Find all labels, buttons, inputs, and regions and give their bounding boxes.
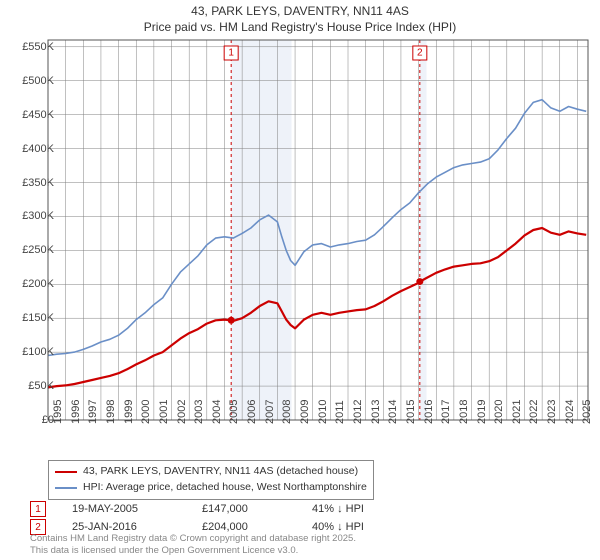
x-tick-label: 2001 <box>158 400 170 424</box>
legend-swatch-property <box>55 471 77 473</box>
y-tick-label: £450K <box>22 109 54 121</box>
title-subtitle: Price paid vs. HM Land Registry's House … <box>0 20 600 36</box>
y-tick-label: £550K <box>22 41 54 53</box>
x-tick-label: 2016 <box>423 400 435 424</box>
sale-date-2: 25-JAN-2016 <box>72 521 202 533</box>
chart-title: 43, PARK LEYS, DAVENTRY, NN11 4AS Price … <box>0 0 600 35</box>
svg-text:1: 1 <box>228 48 234 59</box>
y-tick-label: £250K <box>22 244 54 256</box>
x-tick-label: 1999 <box>123 400 135 424</box>
y-tick-label: £300K <box>22 210 54 222</box>
y-tick-label: £100K <box>22 346 54 358</box>
chart-svg: 12 <box>48 40 588 420</box>
footer-attribution: Contains HM Land Registry data © Crown c… <box>30 533 356 556</box>
svg-text:2: 2 <box>417 48 423 59</box>
x-tick-label: 2014 <box>387 400 399 424</box>
x-tick-label: 2025 <box>581 400 593 424</box>
x-tick-label: 2021 <box>511 400 523 424</box>
chart-plot-area: 12 <box>48 40 588 420</box>
sale-row-1: 1 19-MAY-2005 £147,000 41% ↓ HPI <box>30 500 422 518</box>
sale-price-1: £147,000 <box>202 503 312 515</box>
x-tick-label: 2003 <box>193 400 205 424</box>
y-tick-label: £150K <box>22 312 54 324</box>
x-tick-label: 2018 <box>458 400 470 424</box>
x-tick-label: 1995 <box>52 400 64 424</box>
x-tick-label: 2019 <box>476 400 488 424</box>
x-tick-label: 2015 <box>405 400 417 424</box>
footer-line1: Contains HM Land Registry data © Crown c… <box>30 533 356 544</box>
sale-diff-2: 40% ↓ HPI <box>312 521 422 533</box>
x-tick-label: 1998 <box>105 400 117 424</box>
sale-diff-1: 41% ↓ HPI <box>312 503 422 515</box>
x-tick-label: 2006 <box>246 400 258 424</box>
x-tick-label: 2008 <box>281 400 293 424</box>
x-tick-label: 2009 <box>299 400 311 424</box>
x-tick-label: 1996 <box>70 400 82 424</box>
y-tick-label: £200K <box>22 278 54 290</box>
footer-line2: This data is licensed under the Open Gov… <box>30 545 356 556</box>
sale-date-1: 19-MAY-2005 <box>72 503 202 515</box>
x-tick-label: 2022 <box>528 400 540 424</box>
x-tick-label: 2023 <box>546 400 558 424</box>
legend-label-property: 43, PARK LEYS, DAVENTRY, NN11 4AS (detac… <box>83 464 358 480</box>
x-tick-label: 2011 <box>334 400 346 424</box>
sale-marker-1: 1 <box>30 501 46 517</box>
y-tick-label: £500K <box>22 75 54 87</box>
x-tick-label: 2005 <box>228 400 240 424</box>
x-tick-label: 2024 <box>564 400 576 424</box>
legend-item-hpi: HPI: Average price, detached house, West… <box>55 480 367 496</box>
legend-swatch-hpi <box>55 487 77 489</box>
x-tick-label: 1997 <box>87 400 99 424</box>
x-tick-label: 2007 <box>264 400 276 424</box>
y-tick-label: £350K <box>22 177 54 189</box>
title-address: 43, PARK LEYS, DAVENTRY, NN11 4AS <box>0 4 600 20</box>
sales-table: 1 19-MAY-2005 £147,000 41% ↓ HPI 2 25-JA… <box>30 500 422 536</box>
x-tick-label: 2010 <box>317 400 329 424</box>
x-tick-label: 2000 <box>140 400 152 424</box>
legend-label-hpi: HPI: Average price, detached house, West… <box>83 480 367 496</box>
sale-price-2: £204,000 <box>202 521 312 533</box>
chart-container: 43, PARK LEYS, DAVENTRY, NN11 4AS Price … <box>0 0 600 560</box>
legend-item-property: 43, PARK LEYS, DAVENTRY, NN11 4AS (detac… <box>55 464 367 480</box>
y-tick-label: £400K <box>22 143 54 155</box>
x-tick-label: 2012 <box>352 400 364 424</box>
x-tick-label: 2002 <box>176 400 188 424</box>
legend-box: 43, PARK LEYS, DAVENTRY, NN11 4AS (detac… <box>48 460 374 500</box>
x-tick-label: 2017 <box>440 400 452 424</box>
x-tick-label: 2004 <box>211 400 223 424</box>
x-tick-label: 2020 <box>493 400 505 424</box>
x-tick-label: 2013 <box>370 400 382 424</box>
y-tick-label: £50K <box>28 380 54 392</box>
